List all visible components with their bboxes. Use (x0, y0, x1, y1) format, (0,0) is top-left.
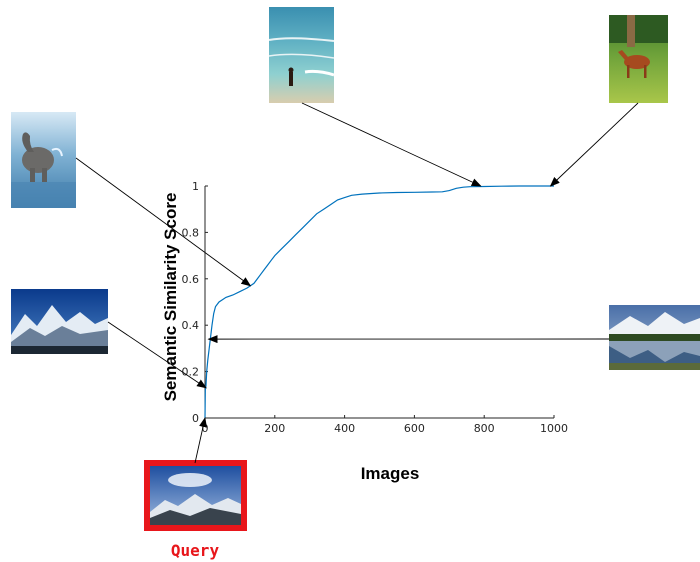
beach-thumbnail (268, 7, 335, 103)
elephant-thumbnail (11, 112, 76, 208)
y-tick-label: 0 (192, 412, 199, 425)
x-tick-label: 200 (264, 422, 285, 435)
query-label: Query (171, 541, 220, 560)
beach-arrow (301, 102, 482, 187)
x-tick-label: 400 (334, 422, 355, 435)
x-tick-label: 1000 (540, 422, 568, 435)
x-ticks: 0 200 400 600 800 1000 (202, 415, 568, 435)
y-tick-label: 0.6 (182, 273, 200, 286)
arrows (75, 102, 639, 464)
horse-arrow (549, 102, 639, 187)
elephant-arrow (75, 157, 252, 287)
horse-thumbnail (609, 15, 668, 103)
y-axis-title: Semantic Similarity Score (161, 193, 180, 402)
plot-axes (204, 186, 554, 419)
query-thumbnail (144, 460, 247, 531)
y-tick-label: 0.2 (182, 366, 200, 379)
x-tick-label: 600 (404, 422, 425, 435)
x-tick-label: 800 (474, 422, 495, 435)
x-tick-label: 0 (202, 422, 209, 435)
mountain-thumbnail (11, 289, 108, 354)
x-axis-title: Images (361, 464, 420, 483)
similarity-curve (204, 185, 554, 419)
query-arrow (194, 417, 207, 464)
y-ticks: 0 0.2 0.4 0.6 0.8 1 (182, 180, 208, 425)
lake-thumbnail (609, 305, 700, 370)
mountain-arrow (107, 321, 207, 389)
y-tick-label: 1 (192, 180, 199, 193)
y-tick-label: 0.4 (182, 319, 200, 332)
y-tick-label: 0.8 (182, 226, 200, 239)
